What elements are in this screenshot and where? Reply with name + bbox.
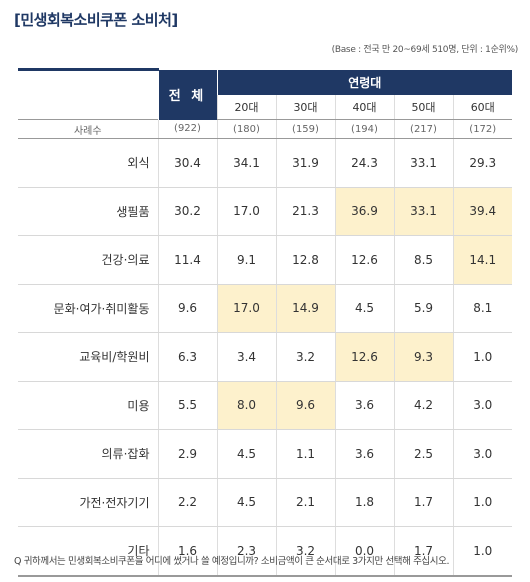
table-cell: 1.6 — [157, 526, 217, 577]
table-cell: 9.6 — [157, 284, 217, 333]
table-cell: 2.1 — [275, 478, 335, 527]
age-col-header: 40대 — [334, 95, 394, 120]
table-cell: 12.6 — [334, 235, 394, 285]
table-cell: 4.2 — [393, 381, 453, 430]
table-cell: 3.0 — [452, 429, 512, 479]
table-cell: 1.0 — [452, 526, 512, 577]
table-cell: 9.6 — [275, 381, 335, 430]
table-row: 생필품 30.2 17.0 21.3 36.9 33.1 39.4 — [18, 187, 512, 236]
table-cell: 33.1 — [393, 138, 453, 188]
row-label: 의류·잡화 — [18, 429, 158, 479]
table-cell: 5.9 — [393, 284, 453, 333]
age-col-header: 60대 — [452, 95, 512, 120]
table-cell: 36.9 — [334, 187, 394, 236]
table-row: 문화·여가·취미활동 9.6 17.0 14.9 4.5 5.9 8.1 — [18, 284, 512, 333]
age-col-header: 20대 — [216, 95, 276, 120]
row-label: 외식 — [18, 138, 158, 188]
table-cell: 8.0 — [216, 381, 276, 430]
table-cell: 3.6 — [334, 381, 394, 430]
table-cell: 17.0 — [216, 187, 276, 236]
header-blank-2 — [18, 95, 158, 120]
table-cell: 31.9 — [275, 138, 335, 188]
table-cell: 3.6 — [334, 429, 394, 479]
row-label: 기타 — [18, 526, 158, 577]
row-label: 미용 — [18, 381, 158, 430]
table-cell: 3.2 — [275, 526, 335, 577]
page-title: [민생회복소비쿠폰 소비처] — [14, 11, 178, 29]
table-cell: 9.1 — [216, 235, 276, 285]
sample-size-row: 사례수 (922) (180) (159) (194) (217) (172) — [18, 119, 512, 139]
table-cell: 1.0 — [452, 478, 512, 527]
base-note: (Base : 전국 만 20~69세 510명, 단위 : 1순위%) — [331, 45, 519, 55]
row-label: 건강·의료 — [18, 235, 158, 285]
table-row: 교육비/학원비 6.3 3.4 3.2 12.6 9.3 1.0 — [18, 332, 512, 382]
table-cell: 1.7 — [393, 526, 453, 577]
total-header: 전 체 — [157, 69, 217, 120]
table-cell: 30.4 — [157, 138, 217, 188]
table-cell: 11.4 — [157, 235, 217, 285]
table-cell: 6.3 — [157, 332, 217, 382]
sample-size-value: (172) — [452, 119, 512, 139]
table-cell: 1.8 — [334, 478, 394, 527]
row-label: 문화·여가·취미활동 — [18, 284, 158, 333]
sample-size-value: (194) — [334, 119, 394, 139]
table-cell: 1.7 — [393, 478, 453, 527]
table-row: 외식 30.4 34.1 31.9 24.3 33.1 29.3 — [18, 138, 512, 188]
sample-size-value: (217) — [393, 119, 453, 139]
table-row: 건강·의료 11.4 9.1 12.8 12.6 8.5 14.1 — [18, 235, 512, 285]
results-table-frame: 전 체 연령대 20대 30대 40대 50대 60대 사례수 (922) (1… — [18, 68, 512, 577]
table-cell: 1.1 — [275, 429, 335, 479]
table-row: 의류·잡화 2.9 4.5 1.1 3.6 2.5 3.0 — [18, 429, 512, 479]
table-cell: 2.2 — [157, 478, 217, 527]
row-label: 가전·전자기기 — [18, 478, 158, 527]
row-label: 생필품 — [18, 187, 158, 236]
age-col-header: 30대 — [275, 95, 335, 120]
sample-size-label: 사례수 — [18, 119, 158, 139]
table-cell: 14.1 — [452, 235, 512, 285]
sample-size-value: (180) — [216, 119, 276, 139]
table-cell: 29.3 — [452, 138, 512, 188]
table-cell: 0.0 — [334, 526, 394, 577]
header-blank — [18, 68, 158, 95]
table-cell: 4.5 — [216, 478, 276, 527]
age-col-header: 50대 — [393, 95, 453, 120]
table-cell: 14.9 — [275, 284, 335, 333]
table-cell: 39.4 — [452, 187, 512, 236]
table-cell: 3.2 — [275, 332, 335, 382]
table-cell: 12.6 — [334, 332, 394, 382]
table-cell: 33.1 — [393, 187, 453, 236]
table-cell: 9.3 — [393, 332, 453, 382]
table-cell: 12.8 — [275, 235, 335, 285]
table-cell: 5.5 — [157, 381, 217, 430]
table-cell: 8.5 — [393, 235, 453, 285]
table-cell: 24.3 — [334, 138, 394, 188]
table-cell: 21.3 — [275, 187, 335, 236]
table-cell: 8.1 — [452, 284, 512, 333]
table-cell: 34.1 — [216, 138, 276, 188]
table-cell: 1.0 — [452, 332, 512, 382]
table-cell: 17.0 — [216, 284, 276, 333]
table-row: 기타 1.6 2.3 3.2 0.0 1.7 1.0 — [18, 526, 512, 577]
table-row: 미용 5.5 8.0 9.6 3.6 4.2 3.0 — [18, 381, 512, 430]
survey-question: Q 귀하께서는 민생회복소비쿠폰을 어디에 썼거나 쓸 예정입니까? 소비금액이… — [14, 556, 450, 567]
results-table: 전 체 연령대 20대 30대 40대 50대 60대 사례수 (922) (1… — [18, 68, 512, 577]
table-cell: 3.0 — [452, 381, 512, 430]
table-cell: 2.3 — [216, 526, 276, 577]
table-cell: 4.5 — [334, 284, 394, 333]
sample-size-value: (922) — [157, 119, 217, 139]
table-cell: 4.5 — [216, 429, 276, 479]
table-cell: 2.9 — [157, 429, 217, 479]
table-cell: 2.5 — [393, 429, 453, 479]
sample-size-value: (159) — [275, 119, 335, 139]
table-cell: 30.2 — [157, 187, 217, 236]
row-label: 교육비/학원비 — [18, 332, 158, 382]
table-row: 가전·전자기기 2.2 4.5 2.1 1.8 1.7 1.0 — [18, 478, 512, 527]
age-group-header: 연령대 — [216, 69, 512, 95]
table-cell: 3.4 — [216, 332, 276, 382]
